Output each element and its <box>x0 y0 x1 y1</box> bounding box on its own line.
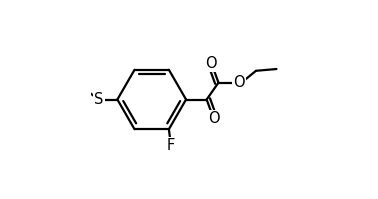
Text: O: O <box>206 56 217 71</box>
Text: O: O <box>208 111 220 126</box>
Text: S: S <box>94 92 104 107</box>
Text: O: O <box>233 75 245 90</box>
Text: F: F <box>167 139 175 153</box>
